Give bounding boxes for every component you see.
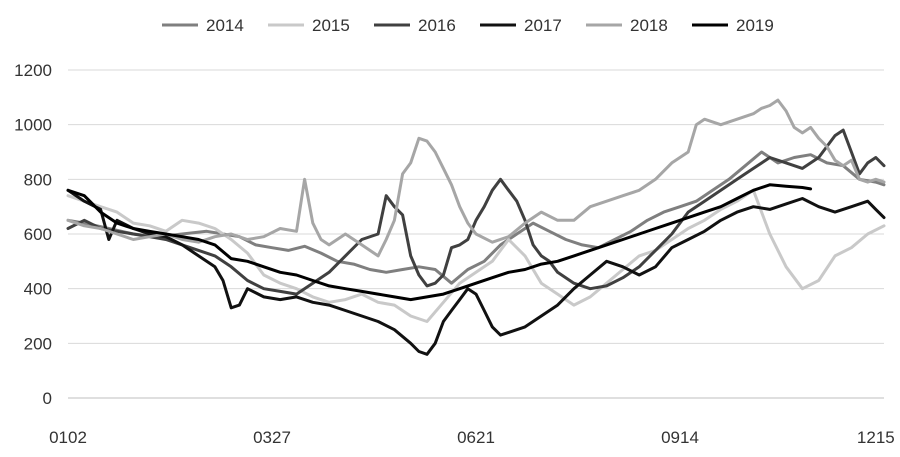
x-tick-label: 0327 <box>253 428 291 447</box>
series-line-2016 <box>66 128 886 296</box>
legend-item-2015: 2015 <box>268 16 350 35</box>
x-tick-label: 0102 <box>49 428 87 447</box>
legend-label: 2014 <box>206 16 244 35</box>
y-tick-label: 600 <box>24 225 52 244</box>
y-tick-label: 1200 <box>14 61 52 80</box>
legend-label: 2019 <box>736 16 774 35</box>
y-tick-label: 200 <box>24 334 52 353</box>
grid-lines <box>68 69 884 399</box>
x-tick-label: 0621 <box>457 428 495 447</box>
legend-label: 2018 <box>630 16 668 35</box>
y-axis-ticks: 0 200 400 600 800 1000 1200 <box>14 61 52 408</box>
y-tick-label: 800 <box>24 170 52 189</box>
y-tick-label: 400 <box>24 280 52 299</box>
legend-label: 2017 <box>524 16 562 35</box>
series-line-2017 <box>66 188 886 356</box>
legend-item-2016: 2016 <box>374 16 456 35</box>
x-tick-label: 1215 <box>857 428 895 447</box>
y-tick-label: 1000 <box>14 116 52 135</box>
legend-item-2017: 2017 <box>480 16 562 35</box>
legend-item-2014: 2014 <box>162 16 244 35</box>
series-line-2015 <box>66 188 886 323</box>
x-tick-label: 0914 <box>661 428 699 447</box>
series-lines <box>66 98 886 356</box>
legend: 2014 2015 2016 2017 2018 2019 <box>162 16 774 35</box>
legend-label: 2016 <box>418 16 456 35</box>
x-axis-ticks: 0102 0327 0621 0914 1215 <box>49 428 895 447</box>
series-line-2018 <box>66 98 886 258</box>
series-line-2019 <box>66 183 813 302</box>
legend-item-2018: 2018 <box>586 16 668 35</box>
legend-item-2019: 2019 <box>692 16 774 35</box>
legend-label: 2015 <box>312 16 350 35</box>
y-tick-label: 0 <box>43 389 52 408</box>
